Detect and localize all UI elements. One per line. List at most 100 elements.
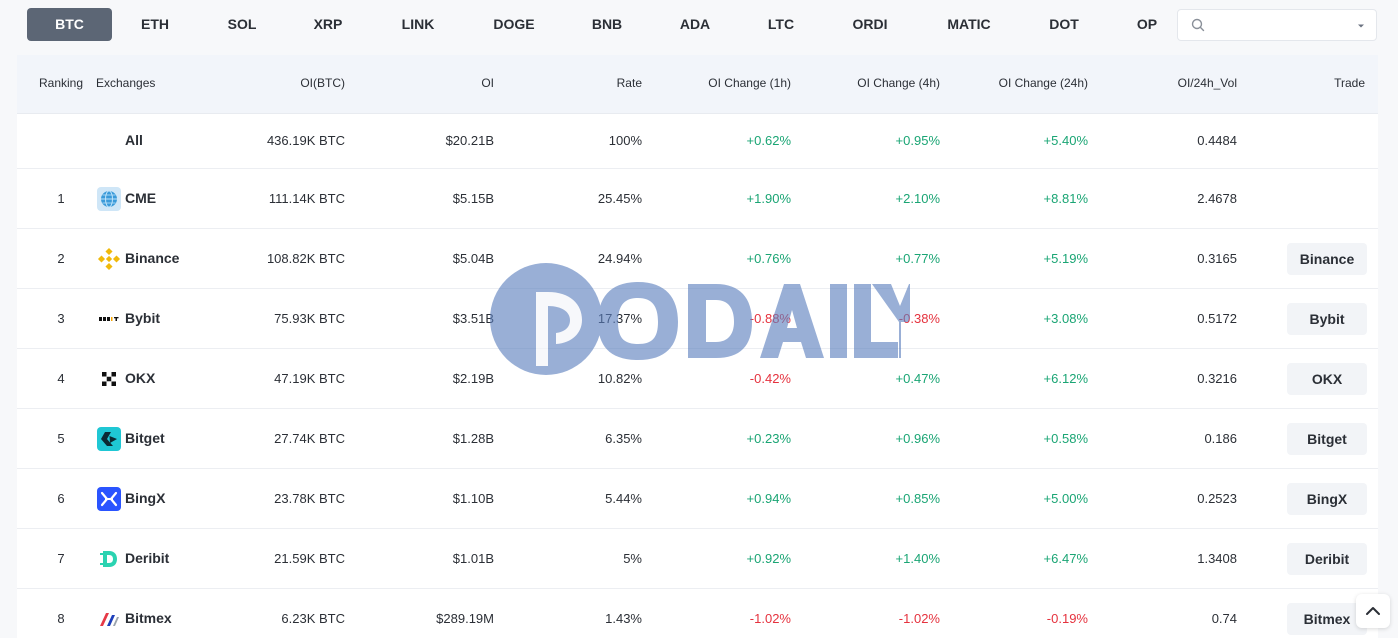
table-row: 1 CME 111.14K BTC $5.15B 25.45% +1.90% +… (17, 169, 1378, 229)
exchange-name: Binance (125, 250, 180, 266)
oi-change-4h-cell: +0.47% (895, 371, 940, 386)
rate-cell: 1.43% (605, 611, 642, 626)
table-header: Ranking Exchanges OI(BTC) OI Rate OI Cha… (17, 55, 1378, 114)
oi-change-1h-cell: -0.88% (749, 311, 791, 326)
table-row: 2 Binance 108.82K BTC $5.04B 24.94% +0.7… (17, 229, 1378, 289)
rate-cell: 5.44% (605, 491, 642, 506)
header-oi-btc[interactable]: OI(BTC) (300, 76, 345, 90)
exchange-name: Bitmex (125, 610, 172, 626)
tab-matic[interactable]: MATIC (947, 16, 991, 32)
table-row: 8 Bitmex 6.23K BTC $289.19M 1.43% -1.02%… (17, 589, 1378, 638)
exchange-name: Bybit (125, 310, 160, 326)
exchange-name: BingX (125, 490, 166, 506)
oi-change-4h-cell: +1.40% (895, 551, 940, 566)
trade-button-binance[interactable]: Binance (1287, 243, 1367, 275)
trade-button-bitget[interactable]: Bitget (1287, 423, 1367, 455)
bingx-icon (97, 487, 121, 511)
header-oi-change-1h[interactable]: OI Change (1h) (708, 76, 791, 90)
oi-vol-cell: 0.3165 (1197, 251, 1237, 266)
tab-ordi[interactable]: ORDI (852, 16, 888, 32)
oi-cell: $20.21B (445, 133, 494, 148)
chevron-up-icon (1366, 607, 1380, 615)
trade-button-bingx[interactable]: BingX (1287, 483, 1367, 515)
oi-vol-cell: 0.5172 (1197, 311, 1237, 326)
table-row: 7 Deribit 21.59K BTC $1.01B 5% +0.92% +1… (17, 529, 1378, 589)
rank-cell: 5 (57, 431, 65, 446)
oi-change-4h-cell: +2.10% (895, 191, 940, 206)
open-interest-table: Ranking Exchanges OI(BTC) OI Rate OI Cha… (17, 55, 1378, 638)
exchange-name: CME (125, 190, 157, 206)
oi-cell: $1.28B (452, 431, 494, 446)
oi-change-1h-cell: +0.62% (746, 133, 791, 148)
oi-change-4h-cell: +0.85% (895, 491, 940, 506)
exchange-name: Bitget (125, 430, 165, 446)
tab-ada[interactable]: ADA (679, 16, 711, 32)
oi-btc-cell: 75.93K BTC (274, 311, 345, 326)
oi-btc-cell: 6.23K BTC (281, 611, 345, 626)
header-ranking[interactable]: Ranking (39, 76, 84, 90)
header-exchanges[interactable]: Exchanges (96, 76, 156, 90)
tab-dot[interactable]: DOT (1049, 16, 1079, 32)
oi-change-1h-cell: +0.94% (746, 491, 791, 506)
tab-link[interactable]: LINK (401, 16, 435, 32)
oi-btc-cell: 21.59K BTC (274, 551, 345, 566)
oi-btc-cell: 23.78K BTC (274, 491, 345, 506)
table-row-all: All 436.19K BTC $20.21B 100% +0.62% +0.9… (17, 115, 1378, 169)
all-label: All (125, 132, 143, 148)
bitget-icon (97, 427, 121, 451)
tab-ltc[interactable]: LTC (767, 16, 795, 32)
tab-op[interactable]: OP (1136, 16, 1158, 32)
tab-eth[interactable]: ETH (141, 16, 169, 32)
header-oi[interactable]: OI (481, 76, 494, 90)
rate-cell: 6.35% (605, 431, 642, 446)
oi-cell: $1.10B (452, 491, 494, 506)
binance-icon (97, 247, 121, 271)
exchange-name: Deribit (125, 550, 170, 566)
trade-button-deribit[interactable]: Deribit (1287, 543, 1367, 575)
rate-cell: 17.37% (597, 311, 642, 326)
table-row: 4 OKX 47.19K BTC $2.19B 10.82% -0.42% +0… (17, 349, 1378, 409)
oi-vol-cell: 0.2523 (1197, 491, 1237, 506)
tab-bnb[interactable]: BNB (591, 16, 623, 32)
trade-button-okx[interactable]: OKX (1287, 363, 1367, 395)
deribit-icon (100, 551, 117, 567)
oi-change-1h-cell: +0.92% (746, 551, 791, 566)
table-row: 6 BingX 23.78K BTC $1.10B 5.44% +0.94% +… (17, 469, 1378, 529)
tab-btc[interactable]: BTC (27, 8, 112, 41)
oi-change-24h-cell: +3.08% (1043, 311, 1088, 326)
header-oi-change-24h[interactable]: OI Change (24h) (998, 76, 1088, 90)
table-row: 5 Bitget 27.74K BTC $1.28B 6.35% +0.23% … (17, 409, 1378, 469)
rank-cell: 2 (57, 251, 65, 266)
header-rate[interactable]: Rate (616, 76, 642, 90)
rank-cell: 4 (57, 371, 65, 386)
header-trade: Trade (1334, 76, 1365, 90)
oi-change-1h-cell: +1.90% (746, 191, 791, 206)
oi-change-4h-cell: +0.77% (895, 251, 940, 266)
oi-change-24h-cell: -0.19% (1046, 611, 1088, 626)
header-oi-24h-vol[interactable]: OI/24h_Vol (1177, 76, 1237, 90)
header-oi-change-4h[interactable]: OI Change (4h) (857, 76, 940, 90)
oi-cell: $5.15B (452, 191, 494, 206)
trade-button-bybit[interactable]: Bybit (1287, 303, 1367, 335)
search-select[interactable] (1177, 9, 1377, 41)
rate-cell: 25.45% (597, 191, 642, 206)
oi-vol-cell: 0.186 (1204, 431, 1237, 446)
oi-btc-cell: 27.74K BTC (274, 431, 345, 446)
oi-change-4h-cell: +0.96% (895, 431, 940, 446)
tab-doge[interactable]: DOGE (493, 16, 535, 32)
oi-cell: $3.51B (452, 311, 494, 326)
oi-btc-cell: 111.14K BTC (268, 191, 345, 206)
rate-cell: 5% (623, 551, 642, 566)
tab-sol[interactable]: SOL (227, 16, 257, 32)
rate-cell: 24.94% (597, 251, 642, 266)
rank-cell: 3 (57, 311, 65, 326)
oi-change-24h-cell: +6.12% (1043, 371, 1088, 386)
chevron-down-icon (1358, 24, 1364, 28)
tab-xrp[interactable]: XRP (313, 16, 343, 32)
oi-cell: $1.01B (452, 551, 494, 566)
oi-vol-cell: 0.4484 (1197, 133, 1237, 148)
oi-change-1h-cell: -1.02% (749, 611, 791, 626)
back-to-top-button[interactable] (1356, 594, 1390, 628)
oi-change-1h-cell: +0.76% (746, 251, 791, 266)
trade-button-bitmex[interactable]: Bitmex (1287, 603, 1367, 635)
